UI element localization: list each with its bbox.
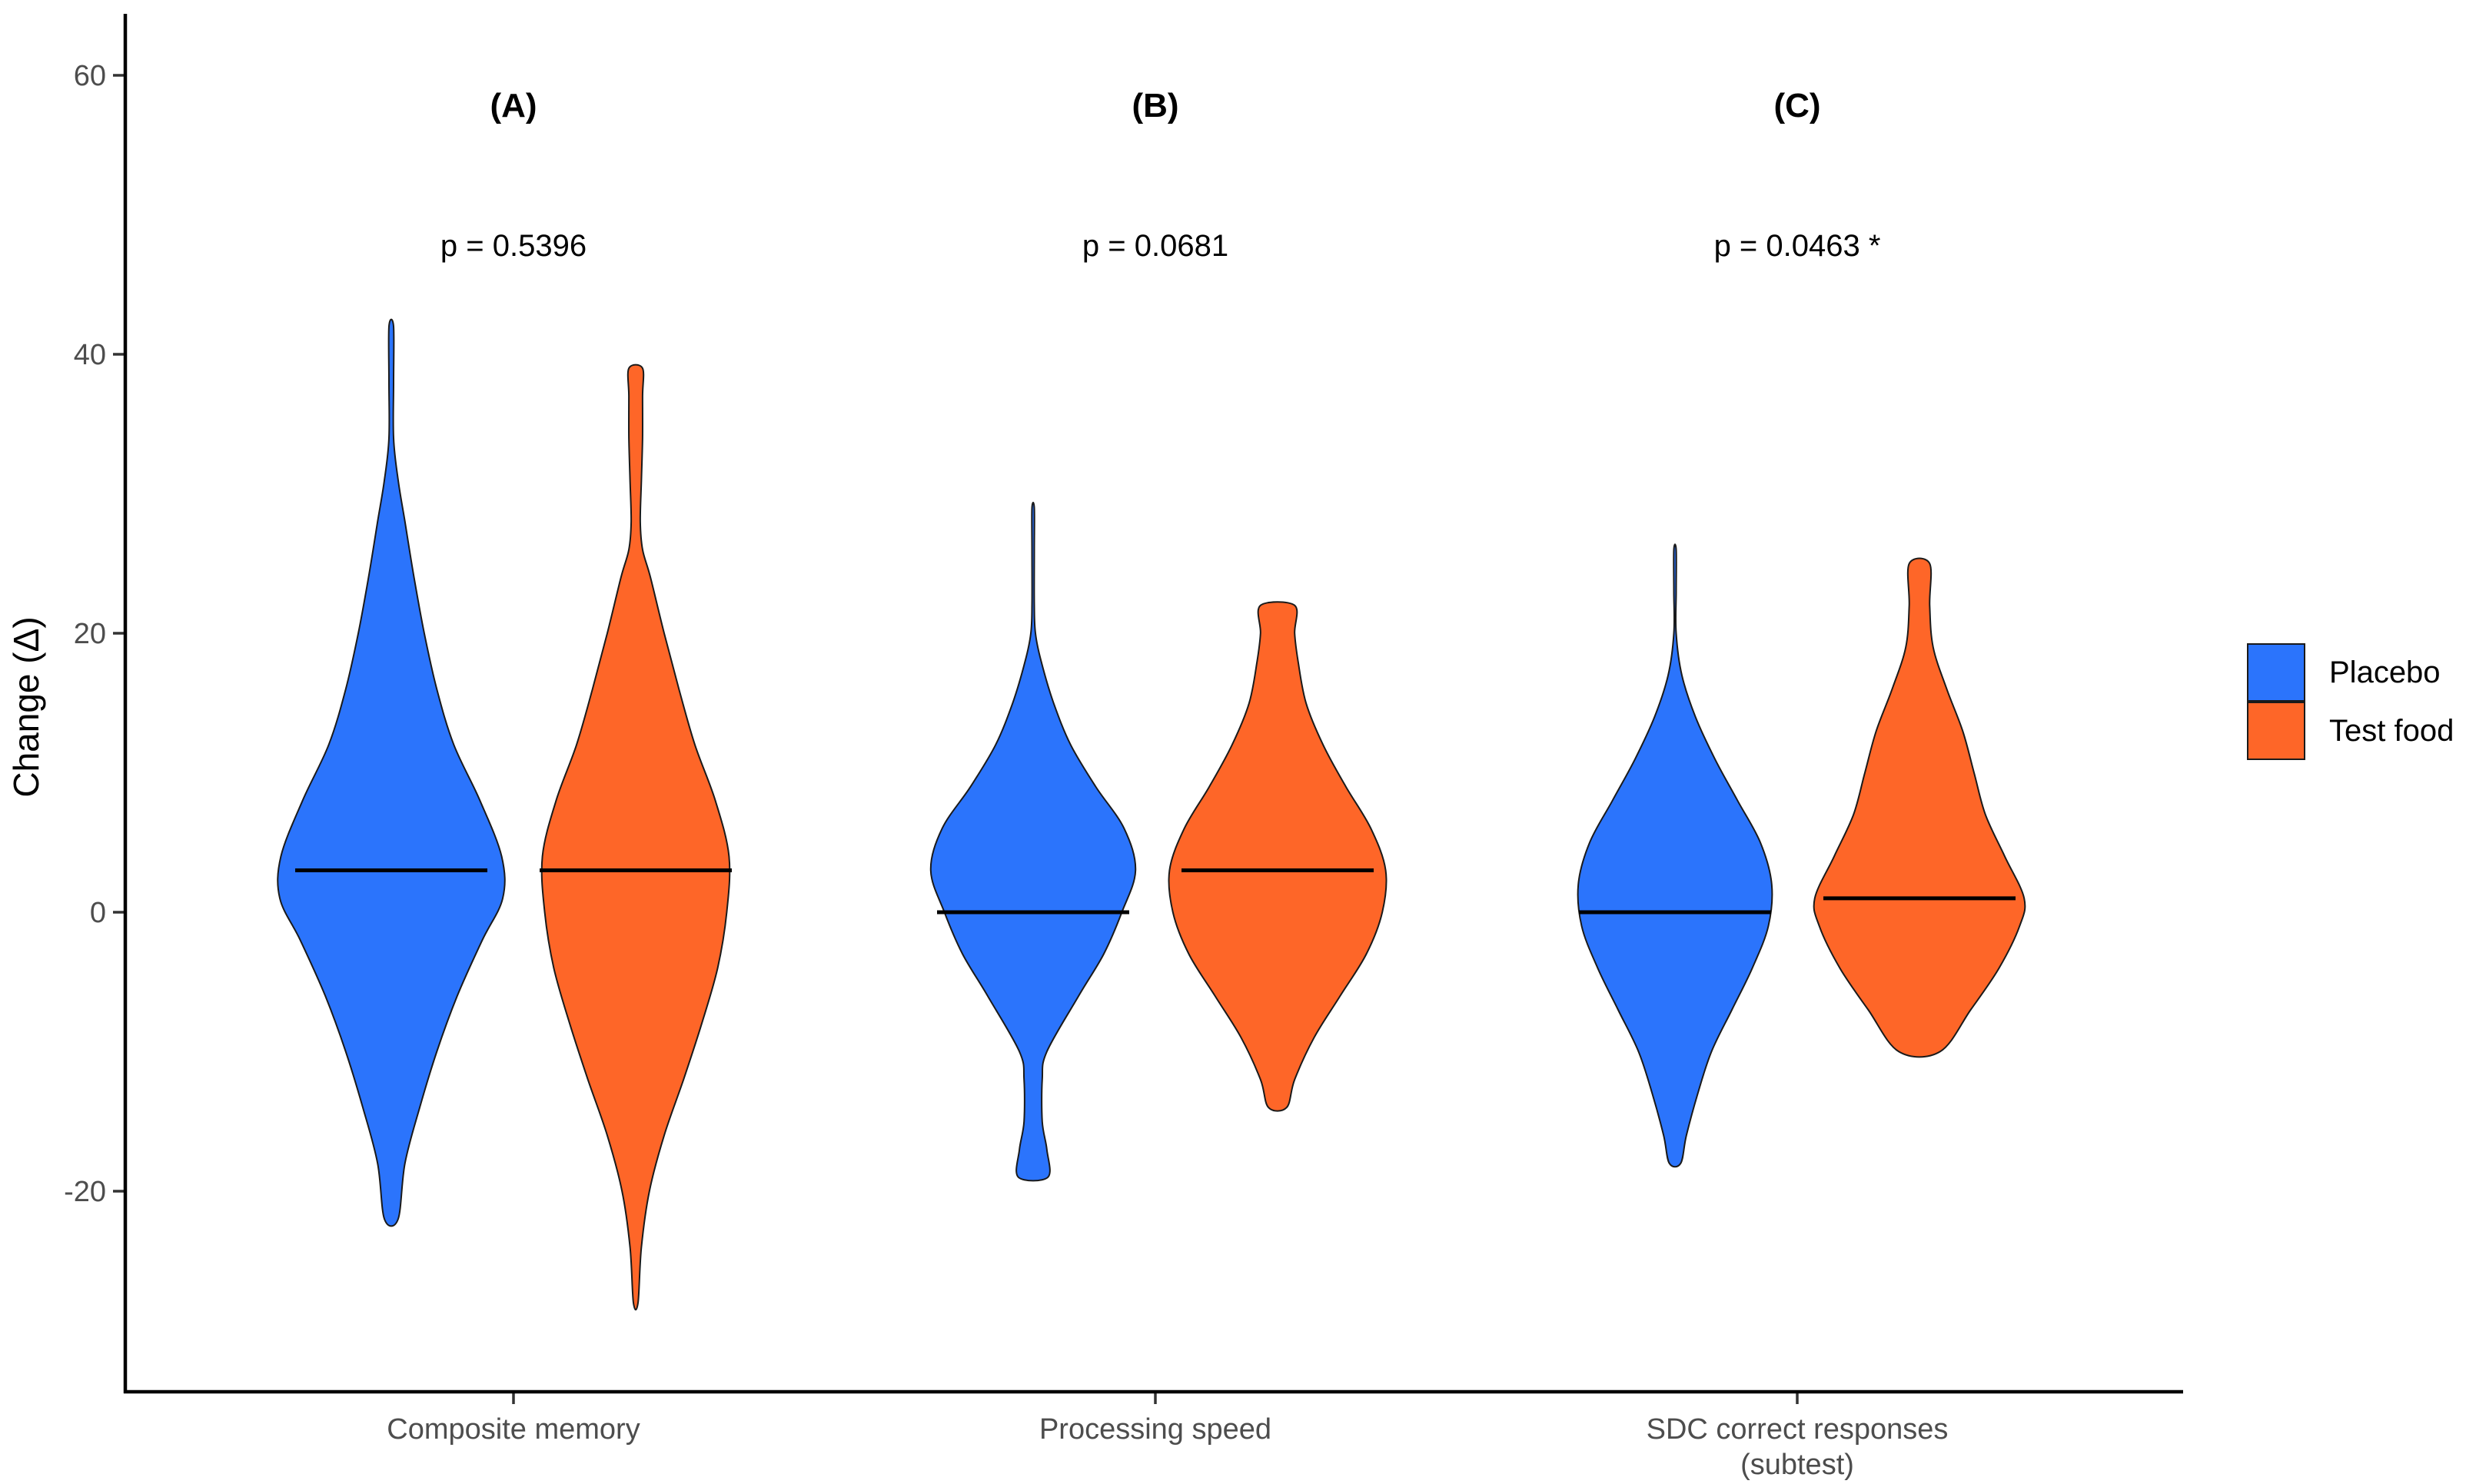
violin-test-food-3 [1813, 557, 2026, 1058]
violin-placebo-3 [1577, 543, 1773, 1168]
violin-test-food-1 [540, 364, 731, 1311]
legend-label: Placebo [2329, 656, 2441, 689]
panel-label: (A) [490, 87, 537, 124]
y-tick-label: 0 [90, 897, 106, 929]
p-value-label: p = 0.0463 * [1714, 229, 1881, 263]
y-tick-label: 60 [74, 60, 106, 92]
panel-labels: (A) p = 0.5396 (B) p = 0.0681 (C) p = 0.0463 … [440, 87, 1881, 263]
panel-label: (C) [1773, 87, 1820, 124]
y-axis-label: Change (Δ) [6, 616, 46, 797]
x-axis-ticks: Composite memory Processing speed SDC corr… [387, 1392, 1948, 1481]
y-tick-label: 40 [74, 339, 106, 371]
y-axis-ticks: -20 0 20 40 60 [64, 60, 125, 1208]
y-tick-label: -20 [64, 1176, 106, 1208]
x-tick-label: Processing speed [1039, 1413, 1271, 1446]
violin-plots [277, 318, 2026, 1311]
legend-label: Test food [2329, 714, 2454, 748]
legend: Placebo Test food [2247, 643, 2454, 760]
violin-test-food-2 [1168, 601, 1388, 1112]
legend-key-test-food [2247, 702, 2305, 760]
violin-placebo-2 [929, 501, 1137, 1182]
x-tick-label: SDC correct responses (subtest) [1647, 1413, 1949, 1481]
violin-placebo-1 [277, 318, 506, 1227]
x-tick-label: Composite memory [387, 1413, 640, 1446]
y-tick-label: 20 [74, 618, 106, 650]
p-value-label: p = 0.0681 [1082, 229, 1228, 263]
panel-label: (B) [1132, 87, 1178, 124]
legend-key-placebo [2247, 643, 2305, 702]
p-value-label: p = 0.5396 [440, 229, 587, 263]
